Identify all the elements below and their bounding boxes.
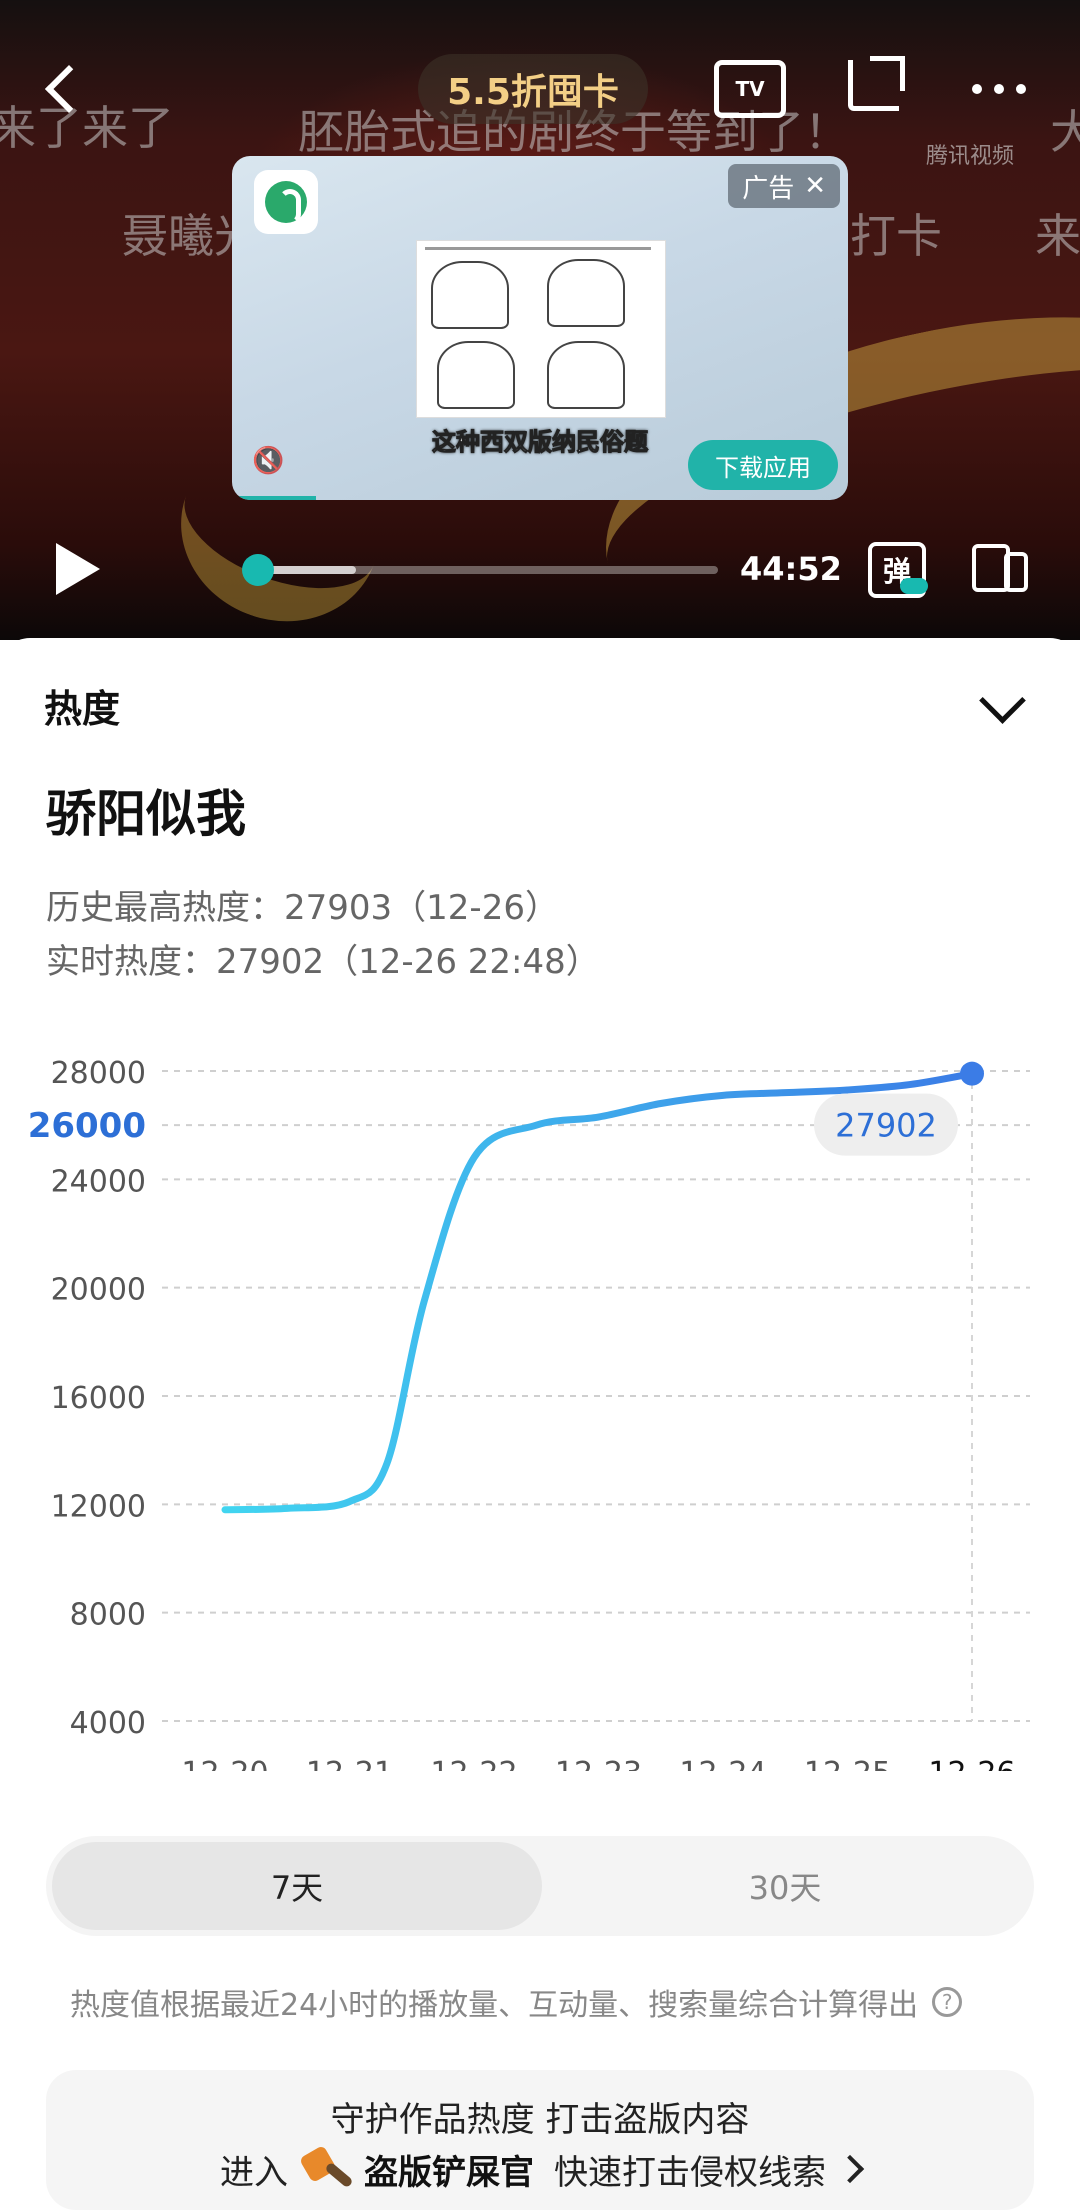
promo-prefix: 进入	[220, 2152, 288, 2193]
chevron-down-icon[interactable]	[979, 677, 1026, 724]
danmaku-text: 来	[1035, 209, 1080, 263]
x-tick-label: 12-22	[430, 1756, 517, 1771]
heat-panel: 热度 骄阳似我 历史最高热度：27903（12-26） 实时热度：27902（1…	[0, 638, 1080, 2210]
duration-label: 44:52	[740, 550, 842, 588]
anti-piracy-card[interactable]: 守护作品热度 打击盗版内容 进入 盗版铲屎官 快速打击侵权线索	[46, 2070, 1034, 2210]
y-tick-label: 12000	[51, 1489, 146, 1524]
mute-icon[interactable]: 🔇	[252, 446, 285, 476]
ad-tag[interactable]: 广告 ✕	[728, 164, 840, 208]
progress-handle[interactable]	[242, 554, 274, 586]
tab-30-days[interactable]: 30天	[748, 1869, 822, 1907]
shovel-icon	[298, 2144, 354, 2194]
x-tick-label: 12-20	[181, 1756, 268, 1771]
download-app-button[interactable]: 下载应用	[688, 440, 838, 490]
x-tick-label: 12-21	[306, 1756, 393, 1771]
progress-track[interactable]	[258, 566, 718, 574]
panel-title: 热度	[44, 687, 121, 731]
danmaku-text: 来了来了	[0, 101, 174, 155]
promo-suffix: 快速打击侵权线索	[554, 2152, 826, 2193]
y-tick-label: 20000	[51, 1273, 146, 1308]
heat-line	[221, 1070, 976, 1514]
value-bubble-label: 27902	[835, 1107, 937, 1145]
heat-note: 热度值根据最近24小时的播放量、互动量、搜索量综合计算得出 ?	[70, 1980, 963, 2024]
more-icon[interactable]	[972, 84, 1026, 94]
realtime-heat: 实时热度：27902（12-26 22:48）	[46, 942, 600, 982]
ad-image	[416, 240, 666, 418]
promo-line-2[interactable]: 进入 盗版铲屎官 快速打击侵权线索	[46, 2144, 1034, 2194]
x-tick-label: 12-23	[555, 1756, 642, 1771]
promo-line-1: 守护作品热度 打击盗版内容	[330, 2100, 750, 2140]
ad-card[interactable]: 广告 ✕ 这种西双版纳民俗题 🔇 下载应用	[232, 156, 848, 500]
ad-caption: 这种西双版纳民俗题	[432, 428, 649, 457]
promo-brand: 盗版铲屎官	[364, 2152, 534, 2193]
share-icon[interactable]	[848, 60, 899, 111]
danmaku-toggle-button[interactable]: 弹	[868, 542, 926, 598]
help-icon[interactable]: ?	[932, 1987, 963, 2017]
x-tick-label: 12-24	[679, 1756, 766, 1771]
close-icon[interactable]: ✕	[804, 171, 826, 201]
ad-label: 广告	[742, 173, 795, 204]
progress-buffer	[258, 566, 356, 574]
danmaku-text: 大	[1050, 105, 1080, 159]
y-tick-label: 28000	[51, 1056, 146, 1091]
danmaku-toggle-indicator	[900, 578, 928, 594]
ad-progress	[232, 496, 316, 500]
current-point	[960, 1061, 984, 1086]
note-text: 热度值根据最近24小时的播放量、互动量、搜索量综合计算得出	[70, 1988, 919, 2023]
chevron-right-icon	[835, 2154, 865, 2184]
heat-chart: 4000 8000 12000 16000 20000 24000 26000 28000 12…	[0, 1018, 1080, 1771]
range-toggle: 7天 30天	[46, 1836, 1034, 1936]
value-bubble	[814, 1093, 958, 1156]
tv-cast-icon[interactable]: TV	[714, 60, 786, 118]
video-player[interactable]: 来了来了 胚胎式追的剧终于等到了！ 大 聂曦光 打卡 来 5.5折囤卡 TV 腾…	[0, 0, 1080, 640]
promo-badge[interactable]: 5.5折囤卡	[418, 54, 648, 124]
app-logo-icon	[254, 170, 318, 234]
play-icon[interactable]	[56, 543, 100, 595]
x-tick-label: 12-26	[928, 1756, 1015, 1771]
y-tick-label: 24000	[51, 1164, 146, 1199]
y-tick-label: 16000	[51, 1381, 146, 1416]
danmaku-text: 打卡	[850, 209, 942, 263]
history-max-heat: 历史最高热度：27903（12-26）	[46, 888, 559, 928]
y-tick-label: 8000	[70, 1598, 146, 1633]
y-tick-label: 4000	[70, 1706, 146, 1741]
y-tick-label: 26000	[28, 1106, 146, 1146]
share-arrow-icon	[870, 56, 905, 91]
watermark: 腾讯视频	[926, 144, 1015, 169]
x-tick-label: 12-25	[804, 1756, 891, 1771]
tab-7-days[interactable]: 7天	[52, 1842, 542, 1930]
heat-chart-svg: 4000 8000 12000 16000 20000 24000 26000 28000 12…	[28, 1056, 1030, 1771]
fullscreen-rotate-icon[interactable]	[972, 544, 1028, 592]
show-title: 骄阳似我	[46, 785, 246, 843]
